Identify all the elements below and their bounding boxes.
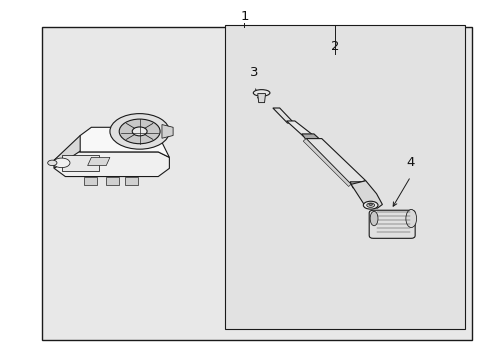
- Ellipse shape: [405, 210, 416, 228]
- Polygon shape: [61, 155, 99, 171]
- Bar: [41, 27, 471, 340]
- Polygon shape: [305, 139, 365, 184]
- Polygon shape: [272, 108, 293, 123]
- Ellipse shape: [110, 114, 169, 149]
- Polygon shape: [350, 181, 382, 208]
- Ellipse shape: [119, 119, 160, 144]
- Bar: [224, 25, 464, 329]
- Ellipse shape: [368, 204, 372, 205]
- Ellipse shape: [48, 160, 57, 166]
- Ellipse shape: [53, 158, 70, 168]
- Text: 3: 3: [249, 66, 258, 78]
- Polygon shape: [54, 152, 169, 176]
- Text: 4: 4: [406, 156, 414, 168]
- Polygon shape: [54, 135, 91, 168]
- Polygon shape: [301, 134, 320, 141]
- Ellipse shape: [369, 211, 377, 226]
- Polygon shape: [84, 176, 97, 185]
- Text: 2: 2: [330, 40, 339, 53]
- Ellipse shape: [363, 201, 377, 209]
- Polygon shape: [124, 176, 138, 185]
- Polygon shape: [162, 125, 173, 138]
- Polygon shape: [257, 94, 265, 103]
- Ellipse shape: [132, 127, 147, 136]
- FancyBboxPatch shape: [368, 210, 414, 238]
- Polygon shape: [87, 157, 110, 166]
- Ellipse shape: [253, 90, 269, 96]
- Polygon shape: [106, 176, 119, 185]
- Ellipse shape: [366, 203, 374, 207]
- Polygon shape: [349, 182, 369, 188]
- Polygon shape: [80, 127, 169, 157]
- Polygon shape: [286, 121, 311, 136]
- Text: 1: 1: [240, 10, 248, 23]
- Polygon shape: [303, 139, 350, 186]
